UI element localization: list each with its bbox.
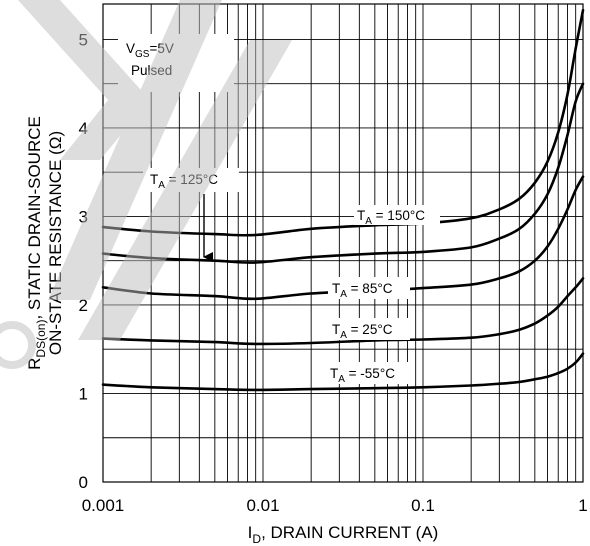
y-tick-label: 1 xyxy=(79,384,88,403)
x-tick-label: 0.001 xyxy=(82,496,125,515)
series-labels: TA = 150°C TA = 125°C TA = 85°C TA = 25°… xyxy=(143,168,440,385)
y-axis-title-line1: RDS(on), STATIC DRAIN-SOURCE xyxy=(25,116,48,370)
series-line-2 xyxy=(101,175,585,301)
curves xyxy=(101,8,585,392)
series-label-85: TA = 85°C xyxy=(332,281,393,300)
watermark xyxy=(0,0,292,369)
series-label-150: TA = 150°C xyxy=(357,208,425,227)
y-axis-title-line2: ON-STATE RESISTANCE (Ω) xyxy=(46,131,65,355)
y-tick-label: 4 xyxy=(79,119,88,138)
series-label-minus55: TA = -55°C xyxy=(330,366,395,385)
y-tick-label: 2 xyxy=(79,296,88,315)
series-line-1 xyxy=(101,82,585,264)
series-label-25: TA = 25°C xyxy=(332,322,393,341)
series-line-4 xyxy=(101,352,585,392)
x-axis-title: ID, DRAIN CURRENT (A) xyxy=(248,523,439,546)
x-tick-label: 0.01 xyxy=(246,496,279,515)
y-tick-label: 0 xyxy=(79,473,88,492)
series-line-3 xyxy=(101,277,585,346)
series-line-0 xyxy=(101,8,585,237)
x-tick-label: 0.1 xyxy=(411,496,435,515)
x-tick-label: 1 xyxy=(578,496,587,515)
y-tick-label: 3 xyxy=(79,207,88,226)
